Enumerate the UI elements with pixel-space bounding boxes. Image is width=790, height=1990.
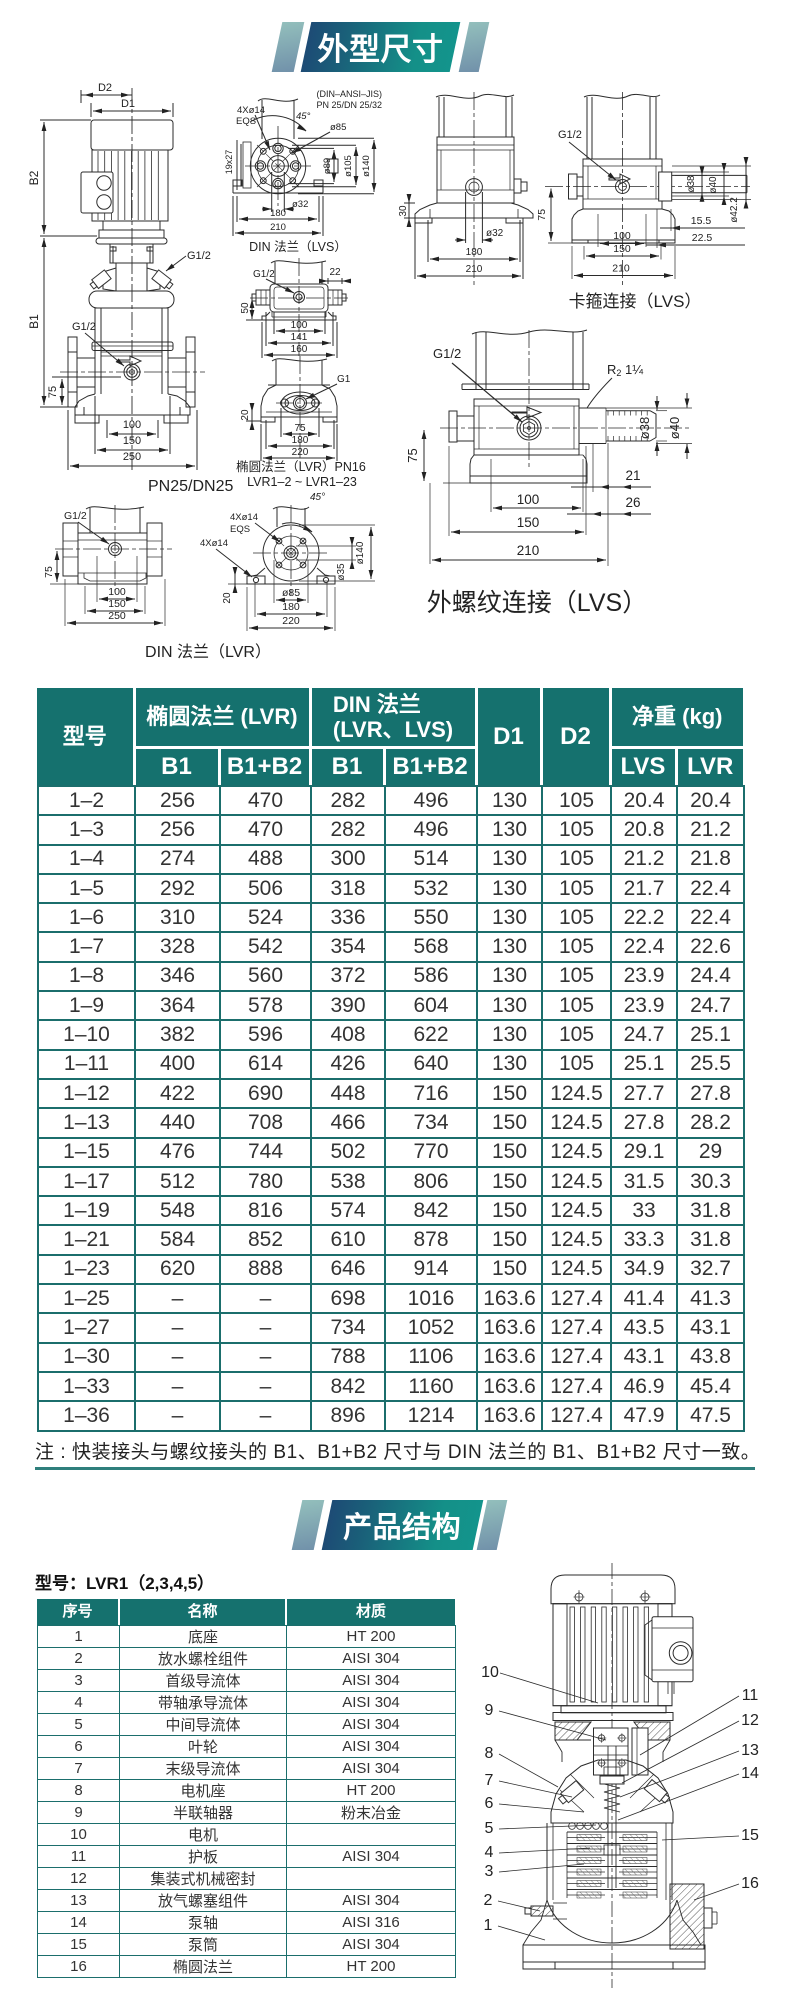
svg-text:45°: 45° [296, 111, 311, 122]
svg-text:2: 2 [484, 1892, 493, 1909]
svg-text:ø40: ø40 [708, 176, 719, 194]
svg-text:100: 100 [123, 419, 141, 431]
svg-text:ø85: ø85 [330, 122, 346, 133]
svg-text:4Xø14: 4Xø14 [237, 105, 265, 116]
svg-text:75: 75 [405, 448, 420, 462]
svg-text:D1: D1 [121, 98, 135, 110]
svg-text:ø105: ø105 [343, 155, 354, 177]
svg-text:EQS: EQS [236, 116, 256, 127]
svg-text:180: 180 [282, 601, 300, 613]
svg-text:G1/2: G1/2 [187, 250, 211, 262]
svg-text:外螺纹连接（LVS）: 外螺纹连接（LVS） [427, 589, 647, 617]
svg-text:141: 141 [291, 332, 308, 343]
svg-text:4: 4 [485, 1844, 494, 1861]
svg-text:7: 7 [485, 1772, 494, 1789]
svg-text:(DIN–ANSI–JIS): (DIN–ANSI–JIS) [316, 89, 382, 99]
svg-text:100: 100 [108, 586, 126, 598]
svg-text:16: 16 [741, 1875, 759, 1892]
svg-text:150: 150 [517, 515, 540, 530]
svg-text:12: 12 [741, 1712, 759, 1729]
svg-text:DIN 法兰（LVS）: DIN 法兰（LVS） [249, 240, 347, 254]
svg-text:22: 22 [329, 267, 341, 278]
svg-text:22.5: 22.5 [692, 232, 713, 244]
svg-text:ø32: ø32 [486, 228, 504, 239]
svg-text:45°: 45° [310, 492, 325, 503]
svg-text:50: 50 [240, 302, 251, 314]
svg-text:220: 220 [282, 615, 300, 627]
svg-text:椭圆法兰（LVR）PN16: 椭圆法兰（LVR）PN16 [236, 459, 366, 474]
svg-text:ø85: ø85 [282, 587, 300, 599]
svg-text:15.5: 15.5 [691, 215, 712, 227]
svg-text:180: 180 [270, 208, 286, 219]
svg-text:B2: B2 [27, 170, 41, 185]
svg-text:30: 30 [398, 205, 409, 217]
svg-text:1: 1 [484, 1917, 493, 1934]
svg-text:DIN 法兰（LVR）: DIN 法兰（LVR） [145, 643, 271, 661]
svg-text:ø140: ø140 [355, 541, 366, 564]
svg-text:75: 75 [536, 209, 548, 221]
svg-text:160: 160 [291, 344, 308, 355]
svg-text:8: 8 [485, 1745, 494, 1762]
svg-text:10: 10 [481, 1664, 499, 1681]
svg-text:3: 3 [485, 1863, 494, 1880]
svg-text:G1/2: G1/2 [558, 129, 582, 141]
svg-text:B1: B1 [27, 314, 41, 329]
svg-text:ø38: ø38 [637, 417, 652, 439]
svg-text:20: 20 [240, 409, 251, 421]
svg-text:150: 150 [108, 598, 126, 610]
svg-text:11: 11 [742, 1687, 759, 1704]
svg-text:R2 1¼: R2 1¼ [607, 362, 643, 378]
svg-text:卡箍连接（LVS）: 卡箍连接（LVS） [569, 292, 702, 311]
svg-text:15: 15 [741, 1827, 759, 1844]
svg-text:G1: G1 [337, 374, 351, 385]
svg-text:ø42.2: ø42.2 [729, 197, 740, 223]
svg-text:26: 26 [625, 495, 640, 510]
svg-text:75: 75 [47, 386, 59, 398]
svg-text:D2: D2 [98, 82, 112, 94]
svg-text:G1/2: G1/2 [253, 269, 275, 280]
svg-text:6: 6 [485, 1795, 494, 1812]
svg-text:5: 5 [485, 1820, 494, 1837]
svg-text:PN25/DN25: PN25/DN25 [148, 478, 233, 495]
svg-text:210: 210 [466, 264, 483, 275]
svg-text:ø40: ø40 [667, 417, 682, 439]
svg-text:210: 210 [612, 263, 630, 275]
svg-text:220: 220 [292, 447, 309, 458]
svg-text:ø38: ø38 [686, 175, 697, 193]
svg-text:ø140: ø140 [361, 155, 372, 177]
svg-text:75: 75 [294, 423, 306, 434]
svg-text:ø89: ø89 [322, 158, 333, 174]
svg-text:21: 21 [625, 468, 640, 483]
svg-text:250: 250 [108, 610, 126, 622]
svg-text:G1/2: G1/2 [433, 346, 461, 361]
svg-text:150: 150 [123, 435, 141, 447]
svg-text:4Xø14: 4Xø14 [200, 538, 228, 549]
svg-text:75: 75 [43, 566, 55, 578]
svg-text:210: 210 [270, 222, 286, 233]
svg-text:G1/2: G1/2 [72, 321, 96, 333]
svg-text:PN 25/DN 25/32: PN 25/DN 25/32 [316, 100, 382, 110]
svg-text:14: 14 [741, 1765, 759, 1782]
svg-text:ø35: ø35 [336, 563, 347, 581]
svg-text:100: 100 [613, 230, 631, 242]
svg-text:ø32: ø32 [292, 199, 308, 210]
svg-text:LVR1–2 ~ LVR1–23: LVR1–2 ~ LVR1–23 [247, 475, 357, 489]
svg-text:EQS: EQS [230, 524, 250, 535]
svg-text:100: 100 [517, 492, 540, 507]
svg-text:100: 100 [291, 320, 308, 331]
svg-text:4Xø14: 4Xø14 [230, 512, 258, 523]
svg-text:9: 9 [485, 1702, 494, 1719]
svg-text:180: 180 [466, 247, 483, 258]
svg-text:250: 250 [123, 451, 141, 463]
svg-text:150: 150 [613, 243, 631, 255]
svg-text:G1/2: G1/2 [64, 510, 87, 522]
svg-text:19x27: 19x27 [224, 150, 234, 175]
svg-text:13: 13 [741, 1742, 759, 1759]
svg-text:20: 20 [222, 592, 233, 604]
svg-text:210: 210 [517, 543, 540, 558]
svg-text:180: 180 [292, 435, 309, 446]
